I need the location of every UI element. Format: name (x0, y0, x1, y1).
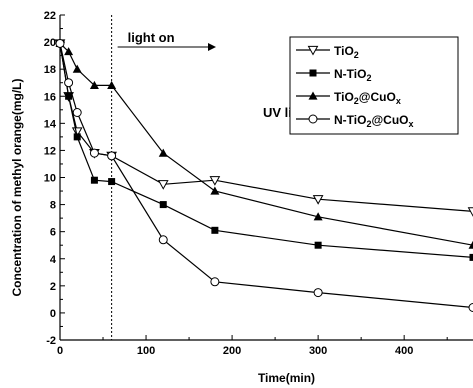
data-point (468, 303, 473, 312)
y-tick-label: 6 (50, 227, 56, 239)
legend-label: TiO2@CuOx (334, 90, 401, 106)
y-tick-label: 4 (50, 254, 57, 266)
y-tick-label: 8 (50, 200, 56, 212)
data-point (89, 80, 99, 90)
data-point (108, 178, 116, 186)
series-3 (55, 38, 473, 312)
legend-marker (307, 45, 319, 56)
data-point (314, 241, 322, 249)
data-point (313, 212, 323, 221)
x-tick-label: 100 (137, 345, 155, 357)
y-tick-label: 14 (44, 118, 57, 130)
data-point (312, 195, 324, 205)
legend-marker (308, 91, 318, 100)
y-axis-title: Concentration of methyl orange(mg/L) (10, 78, 24, 296)
data-point (64, 47, 74, 56)
legend-label: N-TiO2@CuOx (334, 113, 414, 129)
data-point (89, 148, 99, 158)
legend-marker (309, 69, 317, 77)
legend-label: TiO2 (334, 44, 359, 60)
y-tick-label: 16 (44, 91, 56, 103)
legend-box (289, 36, 459, 135)
x-tick-label: 200 (223, 345, 241, 357)
x-tick-label: 400 (395, 345, 413, 357)
y-tick-label: 18 (44, 64, 56, 76)
data-point (157, 180, 169, 190)
data-point (72, 64, 82, 73)
data-point (210, 277, 220, 287)
data-point (468, 240, 473, 249)
data-point (90, 176, 98, 184)
y-tick-label: -2 (46, 335, 56, 347)
light-on-arrow-head (208, 43, 216, 51)
legend-label: N-TiO2 (334, 67, 371, 83)
y-tick-label: 12 (44, 145, 56, 157)
data-point (211, 226, 219, 234)
data-point (73, 133, 81, 141)
data-point (107, 80, 117, 90)
data-point (467, 207, 473, 217)
data-point (210, 186, 220, 195)
y-tick-label: 20 (44, 37, 56, 49)
x-tick-label: 300 (309, 345, 327, 357)
light-on-annotation: light on (128, 30, 175, 45)
data-point (313, 288, 323, 298)
legend: TiO2 N-TiO2 TiO2@CuOx N-TiO2@CuOx (289, 36, 459, 135)
data-point (65, 92, 73, 100)
data-point (71, 127, 83, 137)
x-axis-title: Time(min) (258, 371, 315, 385)
data-point (64, 78, 74, 88)
y-tick-label: 0 (50, 308, 56, 320)
data-point (158, 148, 168, 157)
data-point (469, 253, 473, 261)
y-tick-label: 22 (44, 10, 56, 22)
data-point (209, 176, 221, 186)
data-point (159, 201, 167, 209)
data-point (107, 151, 117, 161)
y-tick-label: 10 (44, 173, 56, 185)
y-tick-label: 2 (50, 281, 56, 293)
data-point (72, 108, 82, 117)
legend-marker (308, 114, 318, 124)
x-tick-label: 0 (57, 345, 63, 357)
data-point (55, 38, 65, 48)
data-point (158, 235, 168, 245)
